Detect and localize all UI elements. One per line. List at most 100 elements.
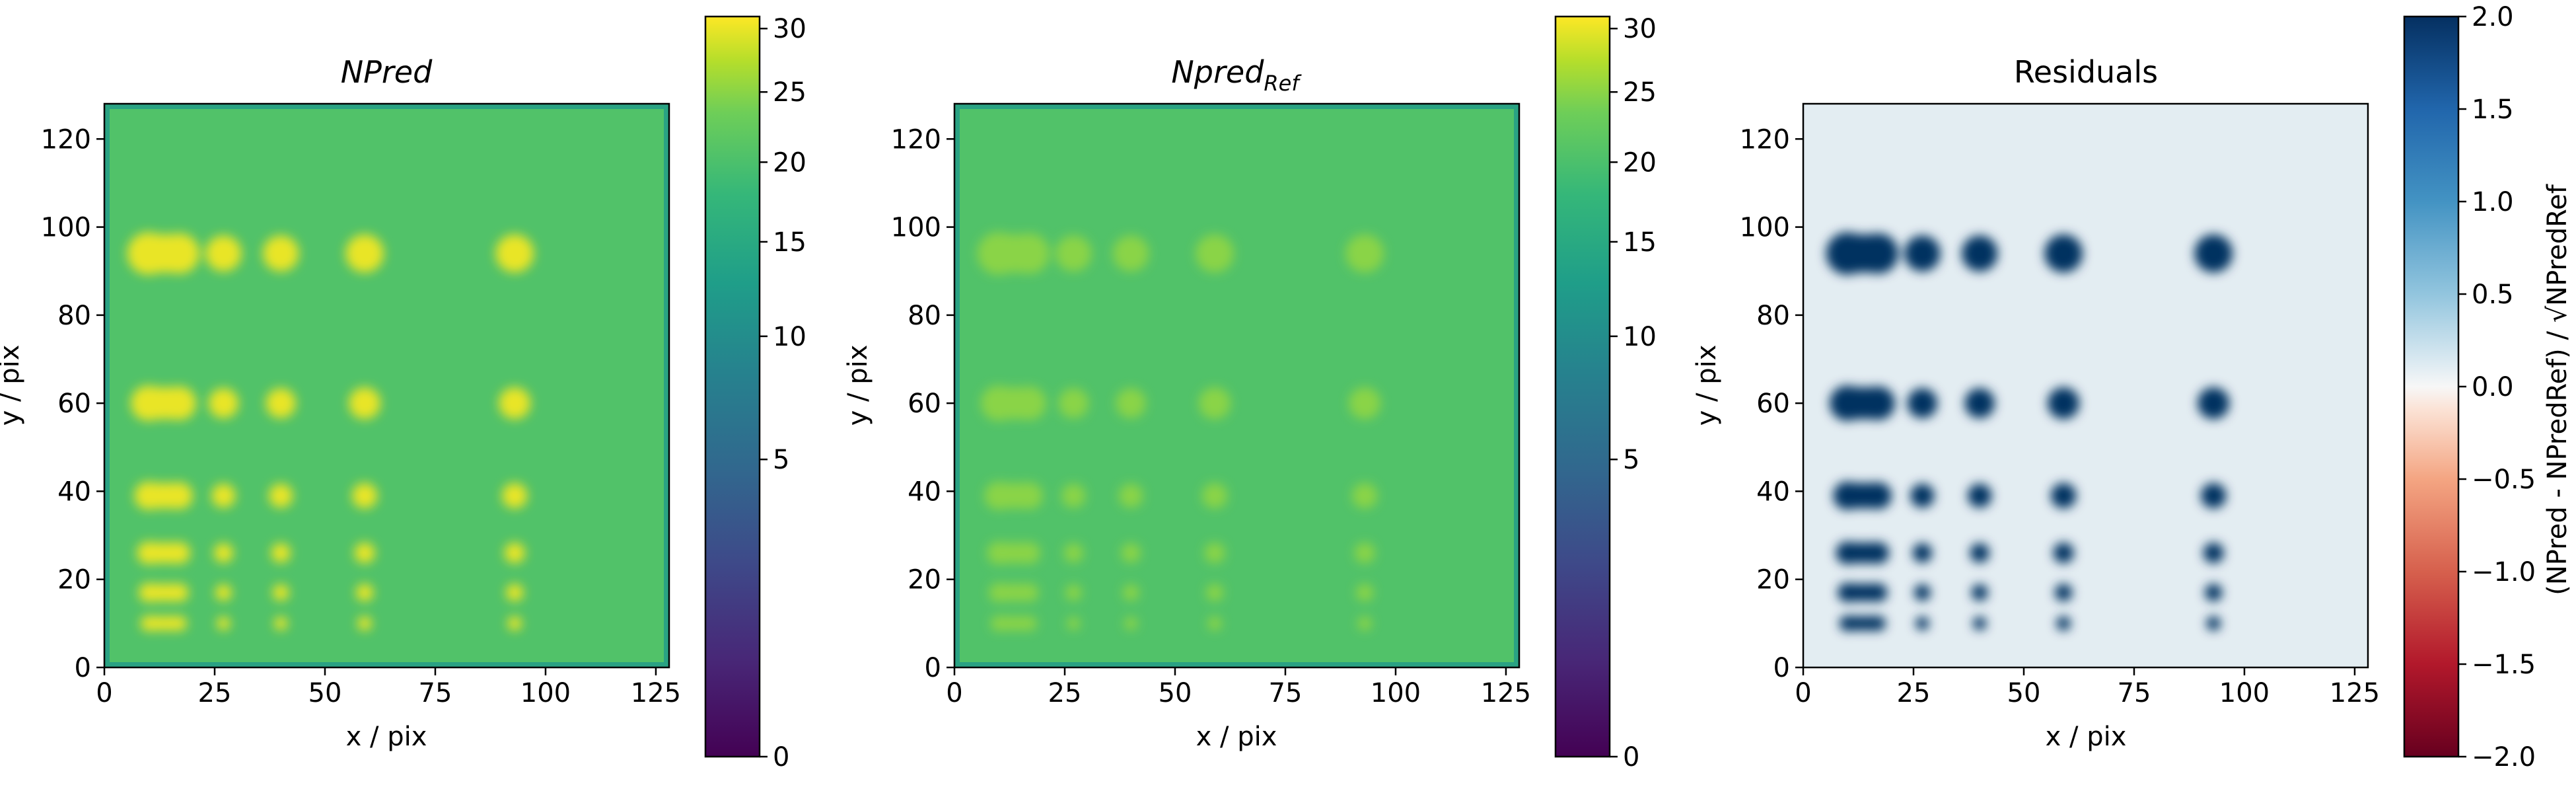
npredref-colorbar-ticks: 0 5 10 15 20 25 30 bbox=[1610, 14, 1657, 773]
y-tick-label: 80 bbox=[57, 301, 91, 331]
x-tick-label: 0 bbox=[1795, 678, 1811, 708]
heatmap-source bbox=[1971, 584, 1988, 601]
heatmap-source bbox=[2053, 543, 2074, 564]
heatmap-source bbox=[1970, 543, 1989, 563]
heatmap-source-bridge bbox=[148, 482, 180, 509]
heatmap-source bbox=[495, 234, 534, 273]
y-tick-label: 80 bbox=[1756, 301, 1790, 331]
heatmap-source bbox=[1124, 617, 1138, 630]
npred-ylabel: y / pix bbox=[0, 345, 25, 426]
colorbar-tick-label: 0 bbox=[1623, 742, 1639, 773]
heatmap-source bbox=[1121, 543, 1141, 563]
heatmap-source-bridge bbox=[148, 387, 180, 420]
npredref-title-main: Npred bbox=[1171, 54, 1264, 90]
x-tick-label: 75 bbox=[1269, 678, 1303, 708]
heatmap-source bbox=[262, 235, 299, 272]
y-tick-label: 0 bbox=[75, 653, 91, 683]
residuals-colorbar-ticks: 2.0 1.5 1.0 0.5 0.0 −0.5 −1.0 −1.5 −2.0 bbox=[2458, 2, 2536, 773]
heatmap-source bbox=[1972, 617, 1987, 630]
y-tick-label: 0 bbox=[925, 653, 941, 683]
residuals-y-ticks: 0 20 40 60 80 100 120 bbox=[1740, 124, 1803, 683]
heatmap-source bbox=[273, 617, 288, 630]
heatmap-source bbox=[1207, 616, 1222, 631]
heatmap-source bbox=[269, 483, 293, 508]
heatmap-source bbox=[2204, 584, 2223, 601]
heatmap-source bbox=[272, 584, 289, 601]
colorbar-tick-label: 10 bbox=[773, 322, 806, 352]
residuals-image bbox=[1803, 104, 2368, 667]
heatmap-source bbox=[266, 388, 296, 418]
heatmap-source-bridge bbox=[998, 234, 1030, 273]
heatmap-source bbox=[1196, 234, 1234, 273]
heatmap-source-bridge bbox=[998, 482, 1030, 509]
heatmap-source bbox=[213, 543, 234, 563]
heatmap-source bbox=[1907, 388, 1938, 418]
x-tick-label: 25 bbox=[198, 678, 232, 708]
heatmap-source bbox=[215, 584, 232, 601]
heatmap-source-bridge bbox=[998, 584, 1030, 601]
heatmap-source bbox=[2056, 616, 2071, 631]
colorbar-tick-label: 25 bbox=[1623, 77, 1657, 108]
colorbar-tick-label: 0 bbox=[773, 742, 789, 773]
heatmap-source bbox=[505, 584, 524, 601]
heatmap-source-bridge bbox=[1847, 234, 1878, 273]
heatmap-source bbox=[1910, 483, 1935, 508]
heatmap-sources bbox=[127, 232, 534, 632]
heatmap-source bbox=[2206, 616, 2221, 631]
heatmap-source-bridge bbox=[1847, 616, 1878, 631]
npred-axes-frame bbox=[103, 102, 670, 669]
heatmap-source bbox=[1067, 617, 1081, 630]
heatmap-source bbox=[1201, 482, 1228, 509]
colorbar-tick-label: 0.0 bbox=[2472, 372, 2514, 402]
x-tick-label: 75 bbox=[2118, 678, 2151, 708]
colorbar-tick-label: −2.0 bbox=[2472, 742, 2536, 773]
heatmap-source-bridge bbox=[1847, 482, 1878, 509]
heatmap-sources bbox=[977, 232, 1384, 632]
y-tick-label: 60 bbox=[908, 389, 941, 419]
npred-y-ticks: 0 20 40 60 80 100 120 bbox=[41, 124, 104, 683]
npred-colorbar-ticks: 0 5 10 15 20 25 30 bbox=[760, 14, 806, 773]
npredref-title-sub: Ref bbox=[1264, 71, 1302, 96]
heatmap-source bbox=[205, 235, 242, 272]
heatmap-source bbox=[1915, 617, 1929, 630]
heatmap-source bbox=[2194, 234, 2233, 273]
y-tick-label: 100 bbox=[41, 213, 91, 243]
residuals-xlabel: x / pix bbox=[2046, 722, 2127, 752]
y-tick-label: 60 bbox=[1756, 389, 1790, 419]
heatmap-background bbox=[954, 104, 1519, 667]
y-tick-label: 80 bbox=[908, 301, 941, 331]
heatmap-source bbox=[507, 616, 522, 631]
heatmap-source bbox=[1968, 483, 1992, 508]
heatmap-source bbox=[1116, 388, 1146, 418]
heatmap-source bbox=[1345, 234, 1384, 273]
colorbar-tick-label: −0.5 bbox=[2472, 465, 2536, 495]
heatmap-background bbox=[104, 104, 669, 667]
heatmap-source bbox=[1055, 235, 1092, 272]
colorbar-tick-label: 20 bbox=[773, 147, 806, 178]
heatmap-background bbox=[1803, 104, 2368, 667]
x-tick-label: 100 bbox=[1371, 678, 1421, 708]
heatmap-source bbox=[2198, 387, 2230, 420]
y-tick-label: 0 bbox=[1773, 653, 1790, 683]
colorbar-tick-label: 5 bbox=[773, 445, 789, 475]
x-tick-label: 125 bbox=[2330, 678, 2380, 708]
y-tick-label: 40 bbox=[57, 476, 91, 507]
heatmap-source-bridge bbox=[1847, 387, 1878, 420]
heatmap-source bbox=[1112, 235, 1149, 272]
heatmap-source bbox=[1355, 584, 1374, 601]
heatmap-source bbox=[1904, 235, 1941, 272]
heatmap-edge bbox=[104, 104, 669, 667]
npred-colorbar bbox=[704, 15, 761, 758]
heatmap-source bbox=[2203, 543, 2224, 564]
heatmap-source bbox=[1349, 387, 1381, 420]
residuals-axes-frame bbox=[1802, 102, 2369, 669]
heatmap-source bbox=[211, 483, 236, 508]
heatmap-source bbox=[1122, 584, 1139, 601]
heatmap-sources bbox=[1826, 232, 2233, 632]
y-tick-label: 20 bbox=[908, 565, 941, 595]
heatmap-source bbox=[1351, 482, 1378, 509]
heatmap-source bbox=[2054, 584, 2073, 601]
colorbar-tick-label: 25 bbox=[773, 77, 806, 108]
